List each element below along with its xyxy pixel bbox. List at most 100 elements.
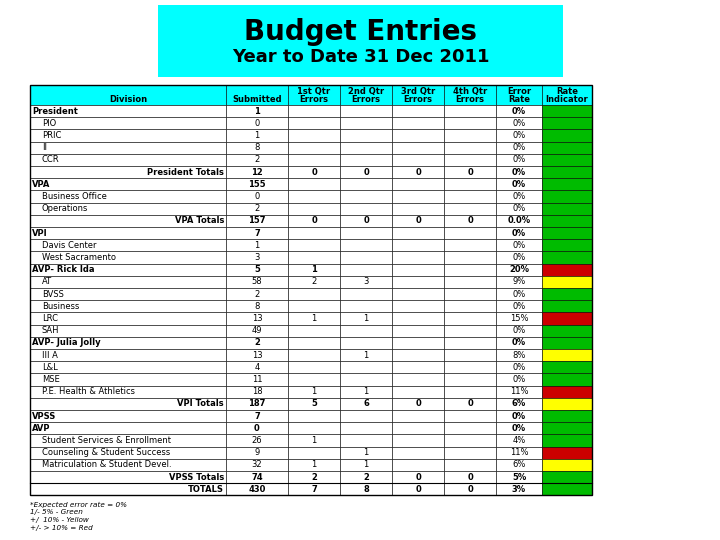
Bar [392,166,444,178]
Bar [444,483,496,495]
Bar [288,471,340,483]
Text: Operations: Operations [42,204,89,213]
Text: West Sacramento: West Sacramento [42,253,116,262]
Bar [30,325,226,337]
Text: 5: 5 [254,265,260,274]
Bar [226,313,288,325]
Bar [226,434,288,447]
Bar [288,434,340,447]
Text: 0%: 0% [513,143,526,152]
Text: 0: 0 [363,217,369,225]
Text: 1: 1 [311,387,317,396]
Bar [226,166,288,178]
Bar [226,337,288,349]
Text: AVP- Rick Ida: AVP- Rick Ida [32,265,94,274]
Text: 2: 2 [254,339,260,347]
Bar [288,117,340,130]
Bar [30,410,226,422]
Bar [542,422,592,434]
Bar [226,459,288,471]
Text: Error: Error [507,87,531,96]
Bar [226,117,288,130]
Bar [340,410,392,422]
Bar [288,141,340,154]
Text: Year to Date 31 Dec 2011: Year to Date 31 Dec 2011 [232,48,490,66]
Bar [542,313,592,325]
Bar [542,373,592,386]
Bar [392,85,444,105]
Bar [444,264,496,276]
Bar [30,85,226,105]
Bar [392,215,444,227]
Bar [496,288,542,300]
Text: 1: 1 [311,436,317,445]
Bar [340,178,392,191]
Text: 2nd Qtr: 2nd Qtr [348,87,384,96]
Text: 6%: 6% [513,461,526,469]
Bar [542,447,592,459]
Bar [30,386,226,398]
Bar [30,202,226,215]
Bar [444,471,496,483]
Bar [542,459,592,471]
Bar [340,141,392,154]
Text: Errors: Errors [403,95,433,104]
Text: Student Services & Enrollment: Student Services & Enrollment [42,436,171,445]
Bar [288,239,340,252]
Bar [226,373,288,386]
Text: 7: 7 [254,228,260,238]
Text: 2: 2 [311,278,317,286]
Text: 9%: 9% [513,278,526,286]
Bar [340,130,392,141]
Bar [288,447,340,459]
Text: VPSS Totals: VPSS Totals [168,472,224,482]
Bar [340,313,392,325]
Bar [340,117,392,130]
Text: Rate: Rate [508,95,530,104]
Bar [340,264,392,276]
Bar [392,105,444,117]
Bar [340,373,392,386]
Text: 74: 74 [251,472,263,482]
Text: 0%: 0% [512,339,526,347]
Text: Submitted: Submitted [232,95,282,104]
Bar [444,300,496,313]
Text: 7: 7 [311,485,317,494]
Bar [392,239,444,252]
Text: 2: 2 [254,204,260,213]
Bar [542,325,592,337]
Text: 9: 9 [254,448,260,457]
Bar [226,227,288,239]
Bar [30,349,226,361]
Bar [496,471,542,483]
Bar [542,337,592,349]
Bar [542,166,592,178]
Bar [496,154,542,166]
Bar [496,325,542,337]
Bar [30,105,226,117]
Text: AVP- Julia Jolly: AVP- Julia Jolly [32,339,101,347]
Bar [542,300,592,313]
Bar [288,191,340,202]
Text: 155: 155 [248,180,266,189]
Text: 430: 430 [248,485,266,494]
Bar [542,276,592,288]
Text: 4: 4 [254,363,260,372]
Text: 0%: 0% [512,180,526,189]
Bar [288,85,340,105]
Text: 18: 18 [252,387,262,396]
Text: 0: 0 [467,472,473,482]
Text: 1: 1 [364,350,369,360]
Bar [392,373,444,386]
Text: 8: 8 [254,302,260,311]
Bar [542,154,592,166]
Bar [542,288,592,300]
Text: 8: 8 [254,143,260,152]
Bar [444,117,496,130]
Bar [542,386,592,398]
Text: 8%: 8% [513,350,526,360]
Text: SAH: SAH [42,326,60,335]
Text: 0%: 0% [512,411,526,421]
Bar [444,337,496,349]
Text: 1: 1 [364,461,369,469]
